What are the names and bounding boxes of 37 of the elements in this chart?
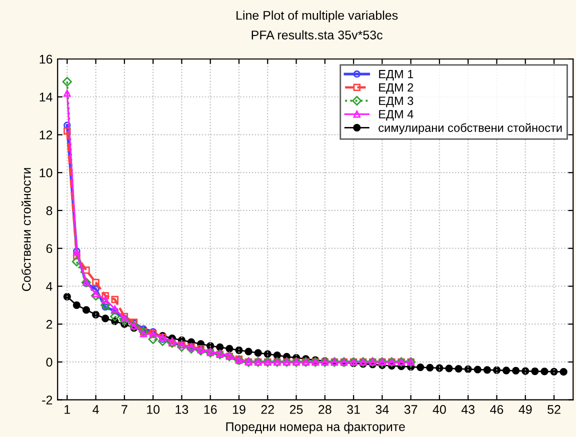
x-tick-label: 46 [490,405,504,414]
x-tick-label: 49 [518,405,532,414]
x-tick-label: 52 [548,405,560,414]
x-tick-label: 31 [347,405,360,414]
x-tick-label: 1 [64,405,70,414]
legend-label: ЕДМ 2 [379,83,414,94]
x-tick-label: 25 [290,405,303,414]
legend-label: симулирани собствени стойности [378,123,562,134]
y-tick-label: 8 [46,206,52,216]
x-tick-label: 10 [147,405,160,414]
chart-subtitle: PFA results.sta 35v*53c [252,30,382,40]
y-tick-label: 6 [46,244,52,254]
x-tick-label: 19 [232,405,246,414]
y-tick-label: 0 [46,358,52,367]
y-axis-title: Собствени стойности [21,168,31,291]
y-tick-label: 10 [40,168,52,178]
y-tick-label: 2 [46,320,52,329]
legend-label: ЕДМ 4 [379,110,414,121]
x-tick-label: 40 [432,405,446,414]
x-tick-label: 34 [376,405,389,414]
x-tick-label: 43 [461,405,475,414]
y-tick-label: 14 [40,92,52,102]
x-tick-label: 13 [176,405,188,414]
legend-label: ЕДМ 1 [379,70,414,81]
legend-label: ЕДМ 3 [379,96,414,108]
x-tick-label: 7 [122,405,128,414]
x-tick-label: 28 [318,405,332,414]
chart-title: Line Plot of multiple variables [236,10,398,22]
y-tick-label: -2 [42,396,52,404]
x-tick-label: 37 [404,405,418,414]
y-tick-label: 4 [46,282,52,291]
x-axis-title: Поредни номера на факторите [226,422,405,434]
y-tick-label: 16 [40,54,52,64]
x-tick-label: 22 [261,405,274,414]
y-tick-label: 12 [40,130,52,140]
x-tick-label: 4 [92,405,99,414]
x-tick-label: 16 [204,405,217,414]
